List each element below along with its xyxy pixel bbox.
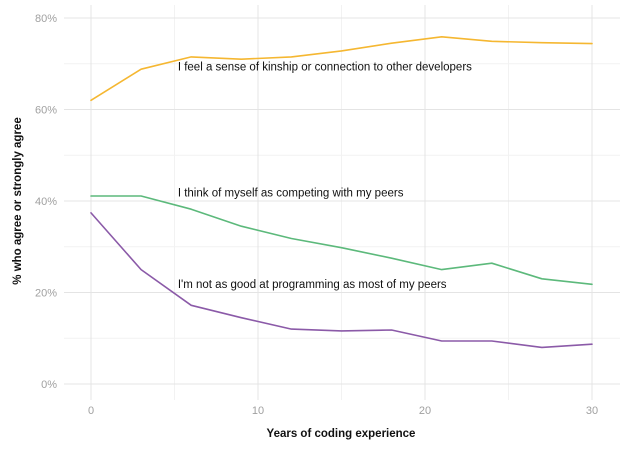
axis-ticks: 0% 20% 40% 60% 80% 0 10 20 30	[35, 13, 598, 417]
series-label-1: I feel a sense of kinship or connection …	[178, 62, 472, 74]
y-tick-label: 80%	[35, 13, 57, 25]
y-tick-label: 20%	[35, 288, 57, 300]
y-tick-label: 60%	[35, 105, 57, 117]
x-tick-label: 0	[88, 405, 94, 417]
series-line-2	[90, 195, 593, 286]
series-line-3	[90, 212, 593, 349]
y-tick-label: 40%	[35, 196, 57, 208]
series-label-3: I'm not as good at programming as most o…	[178, 279, 447, 291]
y-axis-title: % who agree or strongly agree	[12, 117, 24, 284]
grid	[64, 5, 620, 400]
x-tick-label: 10	[252, 405, 264, 417]
series-label-2: I think of myself as competing with my p…	[178, 187, 404, 199]
series-lines	[90, 35, 593, 349]
x-tick-label: 20	[419, 405, 431, 417]
series-line-1	[90, 35, 593, 102]
series-annotations: I feel a sense of kinship or connection …	[178, 62, 472, 291]
x-tick-label: 30	[586, 405, 598, 417]
y-tick-label: 0%	[41, 379, 57, 391]
x-axis-title: Years of coding experience	[267, 428, 416, 440]
